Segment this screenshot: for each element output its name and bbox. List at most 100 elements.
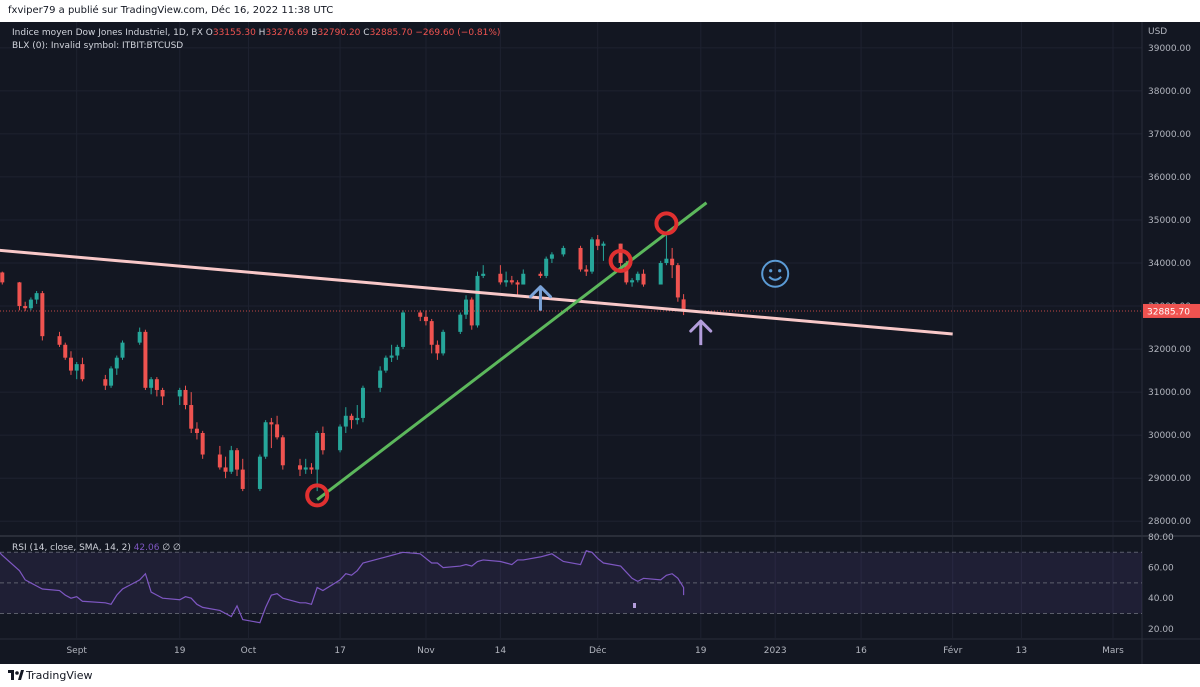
time-tick-label: Sept	[66, 646, 87, 656]
time-tick-label: 17	[334, 646, 345, 656]
candle-body	[589, 239, 594, 272]
candle-body	[74, 364, 79, 371]
time-tick-label: Nov	[417, 646, 435, 656]
candle	[395, 344, 400, 360]
candle	[521, 269, 526, 285]
candle-body	[561, 247, 566, 255]
price-tick-label: 36000.00	[1148, 173, 1191, 183]
candle-body	[177, 389, 182, 397]
candle	[40, 290, 45, 341]
candle-body	[601, 243, 606, 246]
rsi-legend: RSI (14, close, SMA, 14, 2) 42.06 ∅ ∅	[12, 543, 181, 553]
candle-body	[664, 258, 669, 264]
candle-body	[275, 424, 280, 438]
candle-body	[635, 273, 640, 281]
candle-body	[114, 357, 119, 369]
candle-body	[189, 405, 194, 429]
secondary-indicator-legend: BLX (0): Invalid symbol: ITBIT:BTCUSD	[12, 41, 183, 51]
candle	[630, 278, 635, 287]
candle-body	[401, 312, 406, 347]
candle	[183, 385, 188, 410]
price-tick-label: 35000.00	[1148, 216, 1191, 226]
candle-body	[80, 364, 85, 380]
candle-body	[641, 273, 646, 285]
candle	[80, 357, 85, 382]
rsi-tick-label: 80.00	[1148, 533, 1174, 543]
candle	[544, 256, 549, 279]
ohlc-label: O	[206, 28, 213, 38]
candle-body	[194, 428, 199, 434]
candle	[28, 297, 33, 311]
candle	[435, 340, 440, 360]
candle-body	[57, 336, 62, 345]
rsi-tick-label: 40.00	[1148, 594, 1174, 604]
candle	[515, 280, 520, 296]
candle-body	[23, 306, 28, 309]
candle	[595, 235, 600, 251]
tradingview-brand: TradingView	[26, 669, 93, 682]
rsi-line	[0, 550, 685, 624]
candle	[360, 385, 365, 423]
price-tick-label: 30000.00	[1148, 431, 1191, 441]
candle-body	[538, 273, 543, 276]
candle-body	[549, 254, 554, 259]
candle	[343, 407, 348, 434]
candle-body	[240, 469, 245, 489]
candle-body	[515, 282, 520, 285]
candle	[618, 243, 623, 268]
candle	[584, 265, 589, 276]
high-value: 33276.69	[265, 28, 311, 38]
rsi-value: 42.06	[134, 543, 163, 553]
candle	[338, 424, 343, 453]
candle	[561, 245, 566, 257]
candle	[383, 355, 388, 373]
candle-body	[297, 465, 302, 470]
candle	[223, 456, 228, 479]
candle-body	[109, 368, 114, 386]
price-tick-label: 37000.00	[1148, 130, 1191, 140]
candle-body	[0, 272, 5, 283]
highlight-circle	[305, 483, 330, 508]
candle	[269, 417, 274, 449]
candle	[578, 245, 583, 272]
price-tick-label: 34000.00	[1148, 259, 1191, 269]
candle	[389, 344, 394, 362]
candle-body	[143, 331, 148, 388]
candle	[481, 265, 486, 279]
candle-body	[630, 280, 635, 283]
candle	[538, 271, 543, 279]
price-tick-label: 39000.00	[1148, 44, 1191, 54]
highlight-circle	[654, 211, 679, 236]
candle	[143, 329, 148, 390]
candle-body	[458, 314, 463, 332]
candle-body	[435, 344, 440, 354]
candle-body	[28, 299, 33, 309]
candle-body	[418, 312, 423, 317]
candle-body	[355, 417, 360, 421]
candle	[635, 271, 640, 283]
low-value: 32790.20	[317, 28, 363, 38]
time-tick-label: 13	[1016, 646, 1027, 656]
candle	[378, 366, 383, 393]
candle-body	[618, 243, 623, 264]
candle	[263, 420, 268, 459]
candle	[177, 387, 182, 406]
candle	[229, 445, 234, 474]
candle	[114, 355, 119, 375]
candle	[464, 295, 469, 319]
candle-body	[595, 239, 600, 246]
candle	[441, 329, 446, 356]
candle	[355, 405, 360, 425]
time-tick-label: Févr	[943, 645, 963, 656]
rsi-tick-label: 20.00	[1148, 625, 1174, 635]
price-tick-label: 29000.00	[1148, 474, 1191, 484]
price-tick-label: 28000.00	[1148, 517, 1191, 527]
candle-body	[235, 450, 240, 470]
candle-body	[263, 422, 268, 457]
candle-body	[544, 258, 549, 276]
candle-body	[475, 275, 480, 326]
candle	[429, 318, 434, 354]
candle-body	[223, 467, 228, 472]
candle-body	[183, 389, 188, 406]
